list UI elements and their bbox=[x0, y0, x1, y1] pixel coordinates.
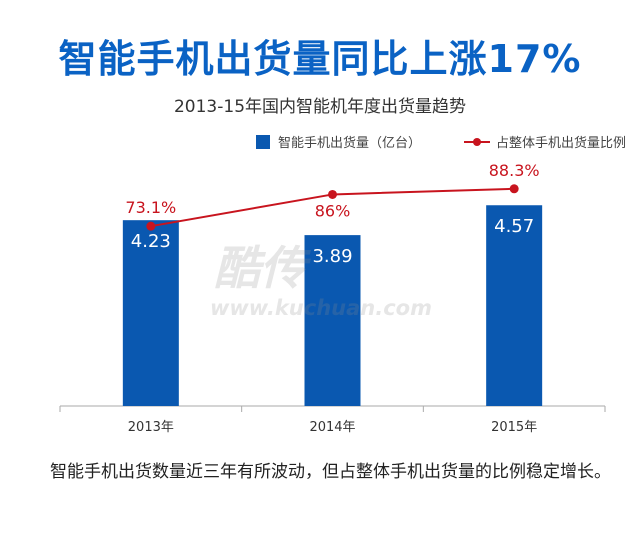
legend-label-shipments: 智能手机出货量（亿台） bbox=[278, 136, 422, 151]
share-value-label: 73.1% bbox=[125, 198, 176, 217]
legend-bar-swatch bbox=[256, 134, 270, 149]
share-point bbox=[328, 189, 337, 199]
caption-text: 智能手机出货数量近三年有所波动，但占整体手机出货量的比例稳定增长。 bbox=[50, 462, 611, 482]
x-tick-label: 2015年 bbox=[491, 420, 537, 435]
bar-2013年 bbox=[122, 220, 179, 406]
bar-value-label: 4.57 bbox=[494, 216, 534, 237]
x-tick-label: 2013年 bbox=[128, 420, 174, 435]
share-point bbox=[146, 221, 156, 231]
bar-2015年 bbox=[486, 205, 543, 406]
bar-value-label: 3.89 bbox=[312, 246, 352, 267]
legend-line-swatch bbox=[464, 135, 490, 149]
chart-plot: 4.23 2013年 3.89 2014年 4.57 2015年 73.1% 86% 88.3% bbox=[59, 161, 606, 435]
bar-value-label: 4.23 bbox=[131, 231, 171, 252]
share-value-label: 88.3% bbox=[489, 161, 540, 180]
bar-2014年 bbox=[304, 235, 361, 406]
headline: 智能手机出货量同比上涨17% bbox=[58, 37, 582, 81]
chart-subtitle: 2013-15年国内智能机年度出货量趋势 bbox=[173, 97, 467, 117]
share-point bbox=[509, 184, 519, 194]
x-tick-label: 2014年 bbox=[309, 420, 355, 435]
legend-item-share: 占整体手机出货量比例 bbox=[464, 132, 626, 151]
legend-item-shipments: 智能手机出货量（亿台） bbox=[256, 132, 421, 151]
share-value-label: 86% bbox=[315, 201, 351, 220]
legend-label-share: 占整体手机出货量比例 bbox=[496, 136, 627, 151]
